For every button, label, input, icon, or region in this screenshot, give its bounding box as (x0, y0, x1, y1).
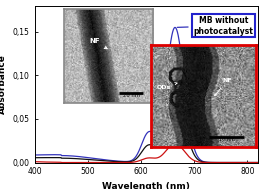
Text: MB without
photocatalyst: MB without photocatalyst (177, 16, 253, 36)
X-axis label: Wavelength (nm): Wavelength (nm) (102, 182, 190, 189)
Y-axis label: Absorbance: Absorbance (0, 54, 7, 114)
